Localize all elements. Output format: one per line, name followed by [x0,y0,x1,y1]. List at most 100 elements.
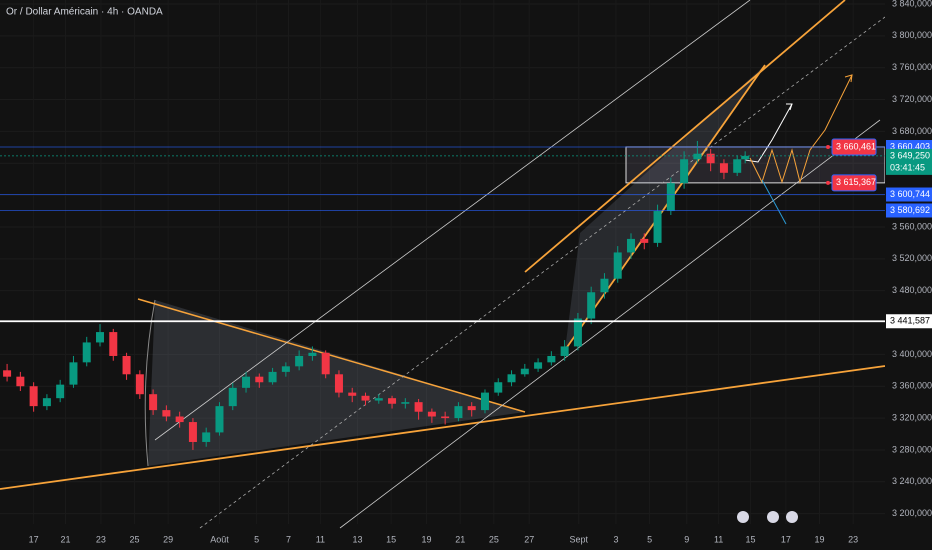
arrow-head [786,103,793,111]
level-label-box [886,187,932,202]
candle-body [441,416,450,419]
candle-body [494,382,503,393]
candle-body [560,346,569,356]
y-tick-label: 3 320,000 [892,412,932,422]
y-tick-label: 3 560,000 [892,221,932,231]
channel-line [339,119,881,529]
candle-body [427,411,436,417]
candle-body [348,392,357,396]
candle-body [666,183,675,212]
level-label: 3 600,744 [890,189,930,199]
zone-marker [826,180,830,185]
x-tick-label: 21 [455,534,465,544]
x-tick-label: 23 [848,534,858,544]
candle-body [388,398,397,404]
x-tick-label: 11 [714,534,723,544]
candle-body [573,318,582,347]
event-icon[interactable] [737,511,749,523]
candle-body [534,362,543,369]
trendline [524,0,846,273]
candle-body [122,355,131,375]
candle-body [414,402,423,412]
candle-body [627,238,636,253]
y-tick-label: 3 280,000 [892,444,932,454]
candle-body [719,163,728,173]
y-tick-label: 3 400,000 [892,349,932,359]
candle-body [268,371,277,383]
candle-body [109,332,118,356]
candle-body [215,406,224,433]
x-tick-label: 15 [745,534,755,544]
x-tick-label: 19 [815,534,825,544]
candle-body [281,366,290,372]
x-tick-label: 23 [96,534,106,544]
candle-body [741,155,750,160]
x-tick-label: 3 [613,534,618,544]
arc [144,299,156,467]
x-tick-label: 17 [29,534,39,544]
zone-label: 3 660,461 [836,141,876,151]
candle-body [374,398,383,401]
candle-body [188,422,197,442]
level-label: 3 580,692 [890,205,930,215]
candle-body [3,370,12,377]
zone-label: 3 615,367 [836,177,876,187]
candle-body [480,392,489,411]
level-label-box [886,314,932,329]
candle-body [547,355,556,363]
candle-body [693,153,702,160]
candle-body [308,352,317,356]
candle-body [640,238,649,243]
candle-body [361,395,370,401]
current-price-box [886,148,932,175]
candle-body [613,252,622,279]
trendline [564,64,766,351]
candle-body [228,387,237,407]
candle-body [162,410,171,417]
candle-body [82,342,91,363]
zone-label-box [831,138,877,156]
event-icon[interactable] [786,511,798,523]
x-tick-label: Août [210,534,229,544]
chart-title: Or / Dollar Américain · 4h · OANDA [6,7,163,18]
channel-line [154,0,751,441]
y-tick-label: 3 360,000 [892,381,932,391]
current-price-label: 3 649,250 [890,150,930,160]
level-label: 3 660,403 [890,141,930,151]
trendline [0,365,886,490]
candle-body [600,278,609,293]
candle-body [401,402,410,404]
x-tick-label: 25 [489,534,499,544]
candle-body [454,406,463,419]
y-tick-label: 3 200,000 [892,508,932,518]
x-tick-label: 27 [524,534,534,544]
candle-body [706,153,715,164]
level-label: 3 441,587 [890,316,930,326]
zone-label-box [831,174,877,192]
x-tick-label: 15 [386,534,396,544]
x-tick-label: Sept [570,534,589,544]
x-tick-label: 5 [647,534,652,544]
candle-body [587,292,596,319]
forecast-path [749,74,853,184]
y-tick-label: 3 240,000 [892,476,932,486]
event-icon[interactable] [767,511,779,523]
y-tick-label: 3 680,000 [892,126,932,136]
y-tick-label: 3 840,000 [892,0,932,8]
candle-body [255,376,264,383]
trendline [137,298,526,413]
candle-body [507,374,516,383]
candle-body [29,386,38,407]
candle-body [16,376,25,387]
x-tick-label: 5 [254,534,259,544]
countdown: 03:41:45 [890,162,925,172]
candle-body [149,394,158,411]
x-tick-label: 11 [316,534,325,544]
x-tick-label: 17 [781,534,791,544]
level-label-box [886,203,932,218]
forecast-path [761,179,787,225]
candle-body [321,352,330,375]
